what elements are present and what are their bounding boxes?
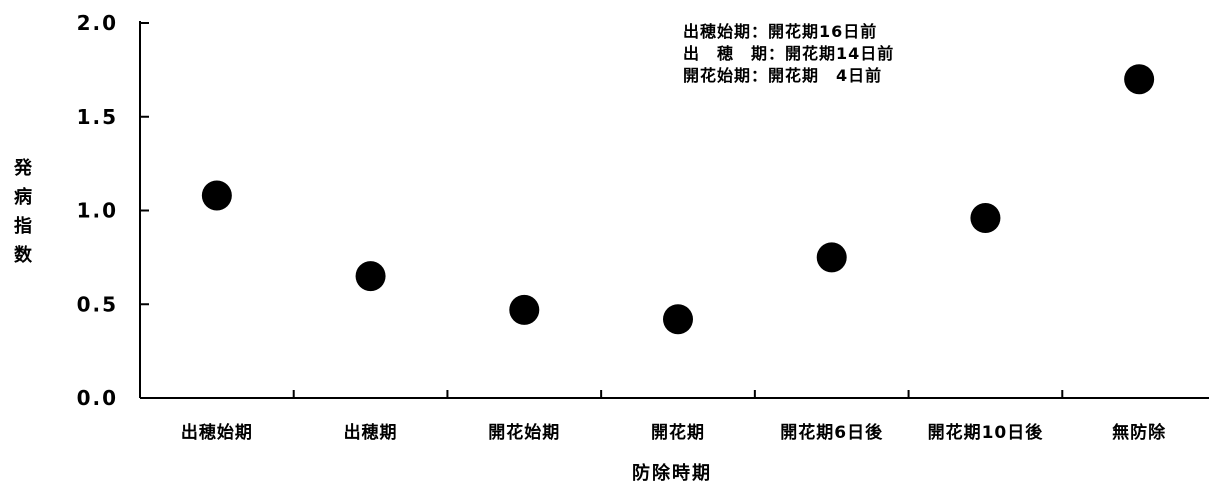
x-tick-label: 出穂期 <box>344 422 398 443</box>
data-point <box>201 180 232 211</box>
data-points <box>201 64 1155 335</box>
y-ticks: 0.0 0.5 1.0 1.5 2.0 <box>77 11 149 410</box>
y-tick-label: 0.5 <box>77 292 118 316</box>
y-axis-title-text: 発病指数 <box>13 157 34 266</box>
x-tick-label: 開花期6日後 <box>780 422 883 443</box>
x-tick-label: 無防除 <box>1112 422 1166 443</box>
y-tick-label: 2.0 <box>77 11 118 35</box>
axes <box>139 21 1209 399</box>
annotation-line: 開花始期：開花期 4日前 <box>683 66 882 85</box>
annotation-line: 出穂始期：開花期16日前 <box>683 22 877 41</box>
x-tick-label: 開花始期 <box>488 422 560 443</box>
y-tick-label: 1.0 <box>77 199 118 223</box>
data-point <box>816 242 847 273</box>
data-point <box>355 261 386 292</box>
y-tick-label: 0.0 <box>77 386 118 410</box>
data-point <box>970 203 1001 233</box>
y-axis-title: 発病指数 <box>13 157 34 266</box>
data-point <box>1124 64 1155 95</box>
x-tick-label: 開花期 <box>651 422 705 443</box>
data-point <box>509 294 540 325</box>
x-axis-title: 防除時期 <box>632 462 712 484</box>
data-point <box>663 304 693 335</box>
x-tick-label: 開花期10日後 <box>928 422 1044 443</box>
y-tick-label: 1.5 <box>77 105 118 129</box>
x-tick-label: 出穂始期 <box>181 422 253 443</box>
annotation-line: 出 穂 期：開花期14日前 <box>683 44 894 63</box>
x-ticks: 出穂始期 出穂期 開花始期 開花期 開花期6日後 開花期10日後 無防除 <box>181 390 1166 443</box>
